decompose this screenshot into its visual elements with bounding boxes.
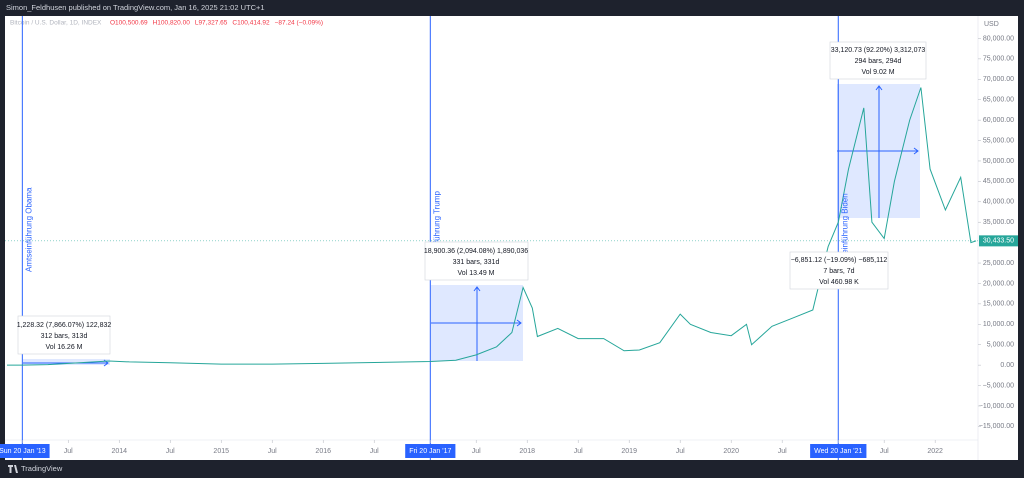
y-tick-label: −15,000.00 xyxy=(979,423,1014,430)
symbol-title: Bitcoin / U.S. Dollar, 1D, INDEX xyxy=(10,20,102,27)
y-tick-label: 80,000.00 xyxy=(983,35,1014,42)
ohlc-value: O100,500.69 xyxy=(110,20,148,27)
x-tick-label: Jul xyxy=(574,448,583,455)
y-tick-label: −10,000.00 xyxy=(979,403,1014,410)
ohlc-value: −87.24 (−0.09%) xyxy=(275,20,323,27)
x-tick-label: 2019 xyxy=(621,448,637,455)
tooltip-text: 33,120.73 (92.20%) 3,312,073 xyxy=(831,47,926,54)
y-tick-label: 50,000.00 xyxy=(983,158,1014,165)
x-tick-highlight xyxy=(810,444,867,458)
measure-tooltip: 1,228.32 (7,866.07%) 122,832 312 bars, 3… xyxy=(17,315,112,355)
y-tick-label: 25,000.00 xyxy=(983,260,1014,267)
last-price-box xyxy=(979,235,1018,247)
y-tick-label: 70,000.00 xyxy=(983,76,1014,83)
tooltip-text: 331 bars, 331d xyxy=(453,259,500,266)
publisher: Simon_Feldhusen published on TradingView… xyxy=(6,3,265,12)
tooltip-box xyxy=(424,241,529,281)
measure-tooltip: 33,120.73 (92.20%) 3,312,073 294 bars, 2… xyxy=(829,41,927,80)
y-tick-label: 65,000.00 xyxy=(983,97,1014,104)
tooltip-text: 1,228.32 (7,866.07%) 122,832 xyxy=(17,322,112,329)
y-tick-label: 60,000.00 xyxy=(983,117,1014,124)
x-tick-label: Sun 20 Jan '13 xyxy=(0,448,46,455)
measure-tooltip: 18,900.36 (2,094.08%) 1,890,036 331 bars… xyxy=(424,241,529,281)
x-tick-label: Jul xyxy=(166,448,175,455)
x-tick-highlight xyxy=(0,444,50,458)
x-tick-label: 2015 xyxy=(213,448,229,455)
ohlc-value: L97,327.65 xyxy=(195,20,228,27)
tooltip-text: 18,900.36 (2,094.08%) 1,890,036 xyxy=(424,248,528,255)
chart-area xyxy=(5,16,1018,460)
currency: USD xyxy=(984,21,999,28)
tooltip-text: 312 bars, 313d xyxy=(41,333,88,340)
y-tick-label: 20,000.00 xyxy=(983,280,1014,287)
x-tick-label: Wed 20 Jan '21 xyxy=(814,448,862,455)
x-tick-label: 2022 xyxy=(927,448,943,455)
y-tick-label: 40,000.00 xyxy=(983,199,1014,206)
x-tick-label: Jul xyxy=(880,448,889,455)
measure-tooltip: −6,851.12 (−19.09%) −685,112 7 bars, 7d … xyxy=(789,251,889,290)
tooltip-text: Vol 13.49 M xyxy=(458,270,495,277)
measure-arrow xyxy=(837,85,919,218)
tooltip-text: −6,851.12 (−19.09%) −685,112 xyxy=(791,257,888,264)
y-tick-label: 0.00 xyxy=(1000,362,1014,369)
y-tick-label: −5,000.00 xyxy=(983,382,1014,389)
x-tick-label: 2016 xyxy=(315,448,331,455)
tooltip-text: Vol 9.02 M xyxy=(861,69,894,76)
x-tick-label: 2018 xyxy=(519,448,535,455)
last-price-label: 30,433.50 xyxy=(983,238,1014,245)
y-tick-label: 15,000.00 xyxy=(983,301,1014,308)
tooltip-box xyxy=(829,41,927,80)
x-tick-label: Jul xyxy=(676,448,685,455)
x-tick-label: 2014 xyxy=(111,448,127,455)
x-tick-label: Jul xyxy=(778,448,787,455)
tooltip-box xyxy=(789,251,889,290)
tooltip-text: Vol 460.98 K xyxy=(819,279,859,286)
measure-area xyxy=(23,359,110,365)
bottom-bar xyxy=(0,460,1024,478)
tooltip-text: 7 bars, 7d xyxy=(823,268,854,275)
price-line xyxy=(7,87,977,366)
x-tick-label: Fri 20 Jan '17 xyxy=(409,448,451,455)
y-tick-label: 35,000.00 xyxy=(983,219,1014,226)
x-tick-label: Jul xyxy=(370,448,379,455)
brand-logo xyxy=(8,465,18,473)
x-tick-label: Jul xyxy=(268,448,277,455)
tooltip-box xyxy=(17,315,111,355)
y-tick-label: 10,000.00 xyxy=(983,321,1014,328)
event-label: Amtseinführung Trump xyxy=(432,191,441,272)
y-tick-label: 55,000.00 xyxy=(983,137,1014,144)
x-tick-label: Jul xyxy=(472,448,481,455)
x-tick-highlight xyxy=(405,444,456,458)
y-tick-label: 45,000.00 xyxy=(983,178,1014,185)
event-label: Amtseinführung Biden xyxy=(840,193,849,272)
y-tick-label: 5,000.00 xyxy=(987,342,1014,349)
ohlc-value: H100,820.00 xyxy=(153,20,191,27)
x-tick-label: Jul xyxy=(64,448,73,455)
plot xyxy=(5,16,978,460)
x-tick-label: 2020 xyxy=(723,448,739,455)
brand[interactable]: TradingView xyxy=(21,464,63,473)
ohlc-row: O100,500.69 H100,820.00 L97,327.65 C100,414… xyxy=(110,20,323,27)
measure-arrow xyxy=(431,286,522,361)
tooltip-text: 294 bars, 294d xyxy=(855,58,902,65)
y-tick-label: 75,000.00 xyxy=(983,56,1014,63)
event-label: Amtseinführung Obama xyxy=(24,187,33,272)
tooltip-text: Vol 16.26 M xyxy=(46,344,83,351)
ohlc-value: C100,414.92 xyxy=(232,20,270,27)
